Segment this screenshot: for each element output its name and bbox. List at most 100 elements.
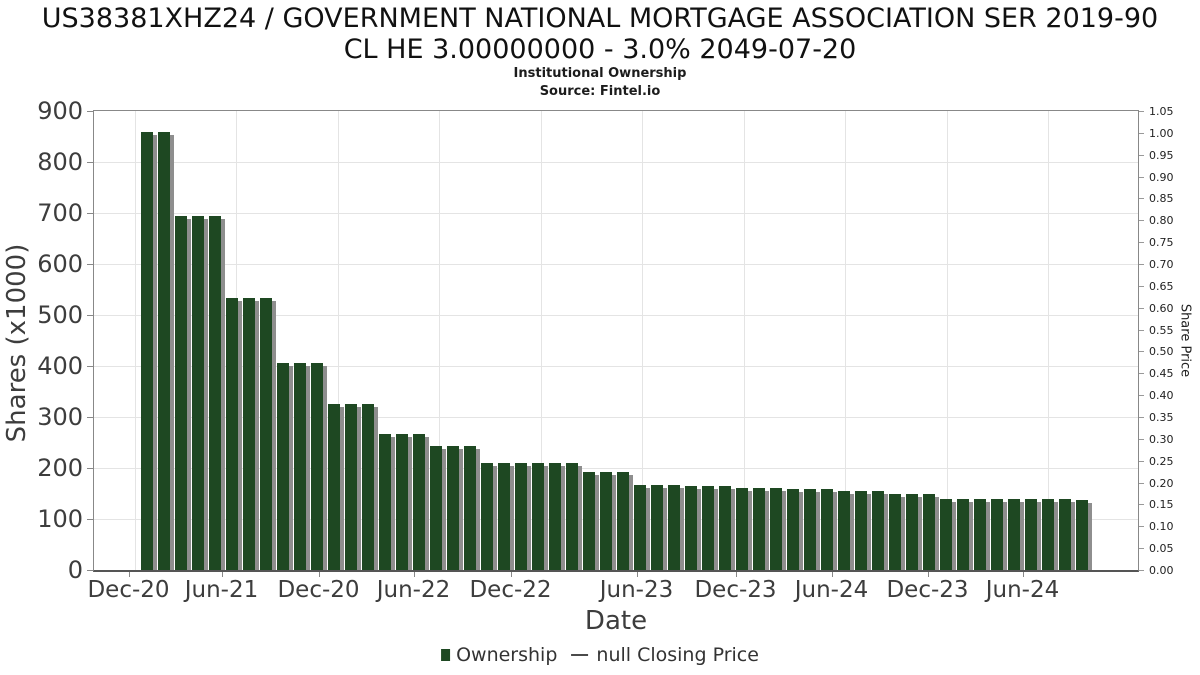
y-tick-mark-right	[1139, 111, 1144, 112]
y-tick-mark-left	[87, 417, 93, 418]
v-gridline	[134, 111, 136, 570]
y-tick-label-left: 300	[37, 403, 83, 431]
ownership-bar	[294, 362, 307, 570]
x-tick-mark	[221, 572, 223, 577]
x-tick-label: Dec-22	[469, 577, 552, 603]
y-tick-label-right: 0.05	[1149, 542, 1174, 556]
y-tick-mark-right	[1139, 220, 1144, 222]
ownership-bar	[940, 498, 953, 570]
ownership-bar	[957, 498, 970, 570]
ownership-bar	[430, 446, 443, 570]
y-tick-label-right: 0.25	[1149, 454, 1174, 468]
chart-subtitle: Institutional Ownership	[513, 66, 687, 81]
legend: Ownership null Closing Price	[441, 644, 759, 666]
y-tick-label-right: 1.05	[1149, 105, 1174, 118]
y-tick-mark-right	[1139, 417, 1144, 418]
y-tick-label-left: 0	[67, 556, 83, 584]
ownership-bar	[974, 498, 987, 570]
ownership-bar	[617, 471, 630, 570]
ownership-bar	[838, 490, 851, 570]
ownership-bar	[634, 484, 647, 570]
ownership-bar	[566, 462, 579, 570]
y-tick-label-right: 0.85	[1149, 192, 1174, 206]
ownership-bar	[736, 487, 749, 570]
x-tick-label: Jun-24	[985, 577, 1060, 603]
ownership-bar	[753, 487, 766, 570]
v-gridline	[845, 111, 846, 570]
y-tick-mark-left	[87, 468, 93, 469]
ownership-bar	[413, 433, 426, 570]
ownership-bar	[770, 487, 783, 570]
y-tick-label-right: 0.95	[1149, 148, 1174, 162]
y-tick-label-left: 400	[37, 352, 83, 380]
v-gridline	[337, 111, 339, 570]
y-tick-label-left: 100	[37, 505, 83, 533]
y-tick-mark-left	[87, 162, 93, 163]
ownership-bar	[872, 490, 885, 570]
x-tick-mark	[927, 572, 929, 577]
x-tick-mark	[128, 572, 130, 577]
ownership-bar	[1025, 498, 1038, 570]
y-tick-label-right: 0.20	[1149, 476, 1174, 490]
y-tick-mark-left	[87, 366, 93, 367]
ownership-bar	[685, 485, 698, 570]
y-tick-mark-left	[87, 315, 93, 316]
y-tick-mark-right	[1139, 373, 1144, 375]
ownership-bar	[243, 297, 256, 570]
ownership-bar	[532, 462, 545, 570]
y-tick-mark-right	[1139, 460, 1144, 462]
y-tick-label-right: 0.40	[1149, 389, 1174, 403]
y-tick-mark-left	[87, 111, 93, 112]
y-tick-label-right: 0.60	[1149, 301, 1174, 315]
ownership-bar	[549, 462, 562, 570]
ownership-bar	[277, 362, 290, 570]
y-axis-right: 1.05 1.00 0.95 0.90 0.85 0.80 0.75 0.70 0.65 0.60…	[1139, 106, 1200, 576]
ownership-bar	[1008, 498, 1021, 570]
ownership-bar	[1076, 500, 1089, 570]
source-label: Source: Fintel.io	[539, 84, 661, 99]
ownership-bar	[226, 297, 239, 570]
x-tick-mark	[1022, 572, 1024, 577]
ownership-bar	[328, 403, 341, 570]
x-tick-mark	[636, 572, 638, 577]
ownership-bar	[923, 493, 936, 570]
x-axis-title: Date	[584, 606, 648, 636]
ownership-bar	[362, 403, 375, 570]
x-tick-label: Dec-20	[87, 577, 170, 603]
y-tick-label-right: 0.80	[1149, 214, 1174, 228]
legend-line-icon	[571, 653, 589, 657]
legend-ownership-label: Ownership	[456, 644, 558, 666]
x-tick-mark	[831, 572, 833, 577]
ownership-bar	[719, 485, 732, 570]
v-gridline	[540, 111, 542, 570]
v-gridline	[642, 111, 643, 570]
y-tick-mark-right	[1139, 176, 1144, 178]
ownership-bar	[889, 493, 902, 570]
v-gridline	[743, 111, 745, 570]
ownership-bar	[600, 471, 613, 570]
y-tick-mark-right	[1139, 198, 1144, 200]
y-tick-label-left: 800	[37, 148, 83, 176]
ownership-bar	[481, 462, 494, 570]
ownership-bar	[158, 132, 171, 570]
ownership-bar	[379, 433, 392, 570]
y-tick-mark-right	[1139, 242, 1144, 244]
ownership-bar	[906, 493, 919, 570]
y-tick-label-right: 0.15	[1149, 498, 1174, 512]
y-tick-mark-right	[1139, 570, 1144, 571]
y-tick-mark-right	[1139, 482, 1144, 484]
h-gridline	[94, 213, 1138, 214]
ownership-bar	[345, 403, 358, 570]
y-tick-label-right: 0.90	[1149, 170, 1174, 184]
y-tick-mark-left	[87, 264, 93, 265]
y-tick-label-left: 500	[37, 301, 83, 329]
y-tick-mark-right	[1139, 285, 1144, 287]
y-tick-label-right: 0.55	[1149, 323, 1174, 337]
x-tick-mark	[510, 572, 512, 577]
ownership-bar	[702, 485, 715, 570]
x-tick-mark	[735, 572, 737, 577]
y-tick-mark-left	[87, 213, 93, 214]
y-tick-label-right: 0.00	[1149, 564, 1174, 577]
v-gridline	[946, 111, 948, 570]
